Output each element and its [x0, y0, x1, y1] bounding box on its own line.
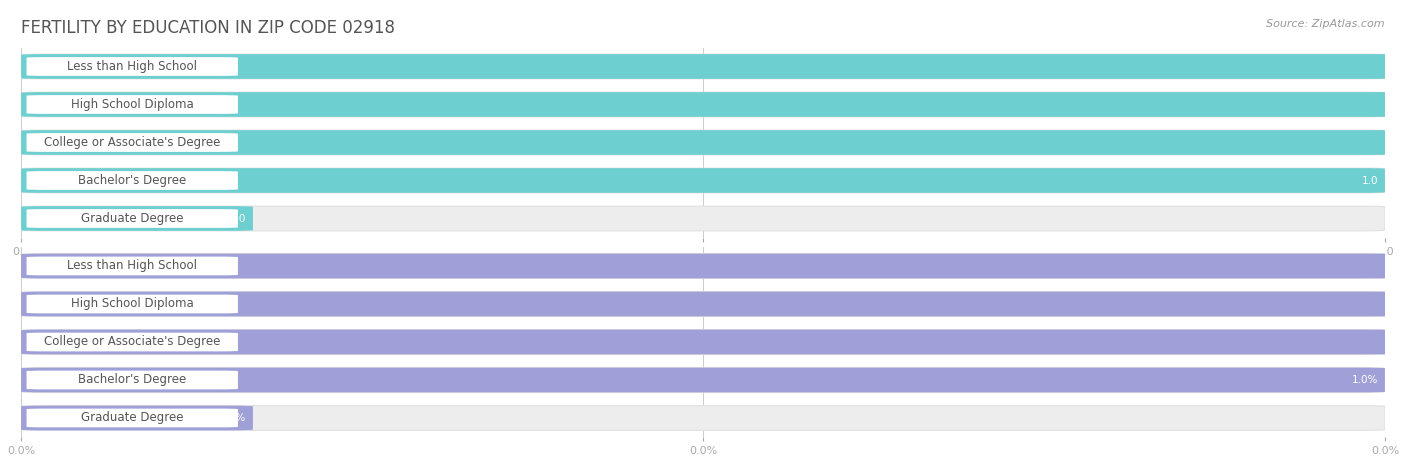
FancyBboxPatch shape — [21, 92, 1385, 117]
FancyBboxPatch shape — [21, 206, 1385, 231]
FancyBboxPatch shape — [27, 256, 238, 275]
FancyBboxPatch shape — [21, 368, 1385, 392]
FancyBboxPatch shape — [27, 370, 238, 389]
FancyBboxPatch shape — [21, 130, 1385, 155]
FancyBboxPatch shape — [21, 168, 1385, 193]
FancyBboxPatch shape — [27, 133, 238, 152]
FancyBboxPatch shape — [27, 171, 238, 190]
FancyBboxPatch shape — [27, 95, 238, 114]
Text: Bachelor's Degree: Bachelor's Degree — [79, 174, 187, 187]
FancyBboxPatch shape — [21, 130, 1406, 155]
Text: College or Associate's Degree: College or Associate's Degree — [44, 335, 221, 349]
Text: High School Diploma: High School Diploma — [70, 98, 194, 111]
FancyBboxPatch shape — [21, 54, 1406, 79]
FancyBboxPatch shape — [21, 330, 1385, 354]
FancyBboxPatch shape — [27, 209, 238, 228]
FancyBboxPatch shape — [21, 54, 1385, 79]
FancyBboxPatch shape — [27, 408, 238, 428]
FancyBboxPatch shape — [27, 57, 238, 76]
Text: Less than High School: Less than High School — [67, 259, 197, 273]
FancyBboxPatch shape — [21, 168, 1385, 193]
Text: Graduate Degree: Graduate Degree — [82, 212, 184, 225]
FancyBboxPatch shape — [27, 332, 238, 352]
Text: 0.0: 0.0 — [229, 213, 246, 224]
Text: Source: ZipAtlas.com: Source: ZipAtlas.com — [1267, 19, 1385, 29]
Text: College or Associate's Degree: College or Associate's Degree — [44, 136, 221, 149]
Text: High School Diploma: High School Diploma — [70, 297, 194, 311]
FancyBboxPatch shape — [21, 206, 253, 231]
FancyBboxPatch shape — [21, 254, 1385, 278]
FancyBboxPatch shape — [21, 368, 1385, 392]
Text: 0.0%: 0.0% — [219, 413, 246, 423]
Text: FERTILITY BY EDUCATION IN ZIP CODE 02918: FERTILITY BY EDUCATION IN ZIP CODE 02918 — [21, 19, 395, 37]
Text: 1.0%: 1.0% — [1351, 375, 1378, 385]
FancyBboxPatch shape — [21, 292, 1385, 316]
FancyBboxPatch shape — [21, 406, 253, 430]
FancyBboxPatch shape — [21, 406, 1385, 430]
Text: Graduate Degree: Graduate Degree — [82, 411, 184, 425]
FancyBboxPatch shape — [21, 292, 1406, 316]
FancyBboxPatch shape — [27, 294, 238, 314]
FancyBboxPatch shape — [21, 330, 1406, 354]
FancyBboxPatch shape — [21, 92, 1406, 117]
Text: 1.0: 1.0 — [1361, 175, 1378, 186]
FancyBboxPatch shape — [21, 254, 1406, 278]
Text: Less than High School: Less than High School — [67, 60, 197, 73]
Text: Bachelor's Degree: Bachelor's Degree — [79, 373, 187, 387]
